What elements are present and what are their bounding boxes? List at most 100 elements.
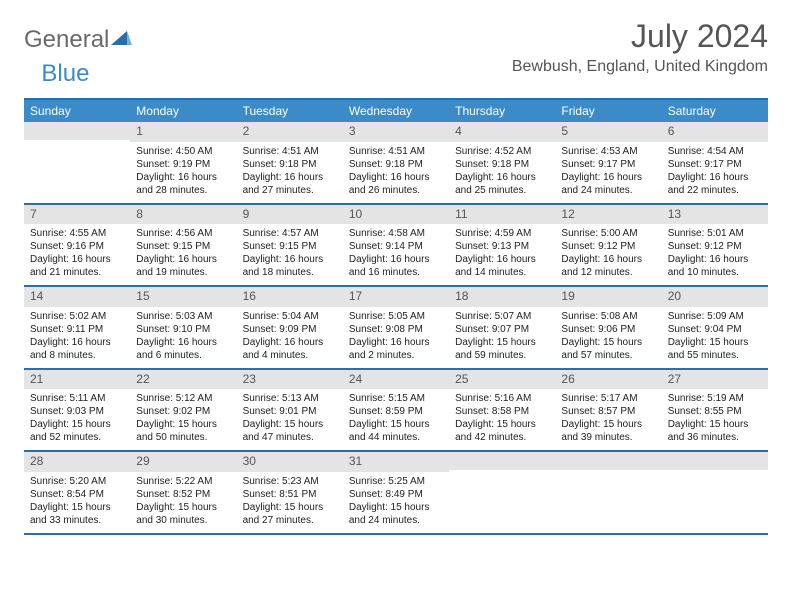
day-cell: 18Sunrise: 5:07 AMSunset: 9:07 PMDayligh… xyxy=(449,287,555,368)
sunset-text: Sunset: 8:58 PM xyxy=(455,405,549,418)
location: Bewbush, England, United Kingdom xyxy=(512,58,768,76)
sunset-text: Sunset: 8:59 PM xyxy=(349,405,443,418)
day-content: Sunrise: 5:19 AMSunset: 8:55 PMDaylight:… xyxy=(662,389,768,450)
sunset-text: Sunset: 8:57 PM xyxy=(561,405,655,418)
daylight-text: Daylight: 15 hours and 55 minutes. xyxy=(668,336,762,362)
week-row: 14Sunrise: 5:02 AMSunset: 9:11 PMDayligh… xyxy=(24,287,768,370)
day-content: Sunrise: 5:17 AMSunset: 8:57 PMDaylight:… xyxy=(555,389,661,450)
daylight-text: Daylight: 15 hours and 47 minutes. xyxy=(243,418,337,444)
sunrise-text: Sunrise: 5:07 AM xyxy=(455,310,549,323)
daylight-text: Daylight: 16 hours and 22 minutes. xyxy=(668,171,762,197)
sunset-text: Sunset: 9:17 PM xyxy=(668,158,762,171)
sunset-text: Sunset: 9:06 PM xyxy=(561,323,655,336)
daylight-text: Daylight: 15 hours and 59 minutes. xyxy=(455,336,549,362)
daylight-text: Daylight: 16 hours and 2 minutes. xyxy=(349,336,443,362)
sunrise-text: Sunrise: 5:20 AM xyxy=(30,475,124,488)
day-content: Sunrise: 5:08 AMSunset: 9:06 PMDaylight:… xyxy=(555,307,661,368)
day-content: Sunrise: 4:55 AMSunset: 9:16 PMDaylight:… xyxy=(24,224,130,285)
sunset-text: Sunset: 9:18 PM xyxy=(455,158,549,171)
sunset-text: Sunset: 9:02 PM xyxy=(136,405,230,418)
day-number: 24 xyxy=(343,370,449,390)
logo-triangle-icon xyxy=(111,26,133,54)
day-cell: 1Sunrise: 4:50 AMSunset: 9:19 PMDaylight… xyxy=(130,122,236,203)
day-content: Sunrise: 5:09 AMSunset: 9:04 PMDaylight:… xyxy=(662,307,768,368)
sunrise-text: Sunrise: 4:56 AM xyxy=(136,227,230,240)
day-cell: 20Sunrise: 5:09 AMSunset: 9:04 PMDayligh… xyxy=(662,287,768,368)
day-cell: 25Sunrise: 5:16 AMSunset: 8:58 PMDayligh… xyxy=(449,370,555,451)
daylight-text: Daylight: 15 hours and 44 minutes. xyxy=(349,418,443,444)
sunset-text: Sunset: 9:13 PM xyxy=(455,240,549,253)
sunrise-text: Sunrise: 5:22 AM xyxy=(136,475,230,488)
day-content: Sunrise: 4:53 AMSunset: 9:17 PMDaylight:… xyxy=(555,142,661,203)
day-number: 26 xyxy=(555,370,661,390)
sunset-text: Sunset: 9:14 PM xyxy=(349,240,443,253)
sunrise-text: Sunrise: 5:19 AM xyxy=(668,392,762,405)
day-cell: 12Sunrise: 5:00 AMSunset: 9:12 PMDayligh… xyxy=(555,205,661,286)
sunrise-text: Sunrise: 4:50 AM xyxy=(136,145,230,158)
sunset-text: Sunset: 8:52 PM xyxy=(136,488,230,501)
sunset-text: Sunset: 9:19 PM xyxy=(136,158,230,171)
day-number xyxy=(449,452,555,470)
daylight-text: Daylight: 15 hours and 50 minutes. xyxy=(136,418,230,444)
day-content: Sunrise: 5:04 AMSunset: 9:09 PMDaylight:… xyxy=(237,307,343,368)
sunset-text: Sunset: 9:15 PM xyxy=(136,240,230,253)
daylight-text: Daylight: 15 hours and 27 minutes. xyxy=(243,501,337,527)
daylight-text: Daylight: 16 hours and 21 minutes. xyxy=(30,253,124,279)
day-number: 30 xyxy=(237,452,343,472)
sunset-text: Sunset: 9:10 PM xyxy=(136,323,230,336)
daylight-text: Daylight: 15 hours and 33 minutes. xyxy=(30,501,124,527)
day-number: 22 xyxy=(130,370,236,390)
sunrise-text: Sunrise: 5:13 AM xyxy=(243,392,337,405)
day-number: 28 xyxy=(24,452,130,472)
day-content: Sunrise: 5:05 AMSunset: 9:08 PMDaylight:… xyxy=(343,307,449,368)
sunrise-text: Sunrise: 4:59 AM xyxy=(455,227,549,240)
sunset-text: Sunset: 9:16 PM xyxy=(30,240,124,253)
week-row: 28Sunrise: 5:20 AMSunset: 8:54 PMDayligh… xyxy=(24,452,768,535)
sunset-text: Sunset: 9:09 PM xyxy=(243,323,337,336)
week-row: 21Sunrise: 5:11 AMSunset: 9:03 PMDayligh… xyxy=(24,370,768,453)
sunrise-text: Sunrise: 5:15 AM xyxy=(349,392,443,405)
sunrise-text: Sunrise: 5:00 AM xyxy=(561,227,655,240)
sunset-text: Sunset: 9:08 PM xyxy=(349,323,443,336)
day-header-row: Sunday Monday Tuesday Wednesday Thursday… xyxy=(24,100,768,122)
sunset-text: Sunset: 8:49 PM xyxy=(349,488,443,501)
sunset-text: Sunset: 9:12 PM xyxy=(668,240,762,253)
day-number: 29 xyxy=(130,452,236,472)
day-content: Sunrise: 4:59 AMSunset: 9:13 PMDaylight:… xyxy=(449,224,555,285)
daylight-text: Daylight: 16 hours and 4 minutes. xyxy=(243,336,337,362)
sunrise-text: Sunrise: 4:51 AM xyxy=(349,145,443,158)
day-content: Sunrise: 5:15 AMSunset: 8:59 PMDaylight:… xyxy=(343,389,449,450)
day-number: 6 xyxy=(662,122,768,142)
daylight-text: Daylight: 16 hours and 27 minutes. xyxy=(243,171,337,197)
day-number: 7 xyxy=(24,205,130,225)
day-cell: 5Sunrise: 4:53 AMSunset: 9:17 PMDaylight… xyxy=(555,122,661,203)
daylight-text: Daylight: 16 hours and 18 minutes. xyxy=(243,253,337,279)
day-cell: 17Sunrise: 5:05 AMSunset: 9:08 PMDayligh… xyxy=(343,287,449,368)
day-number: 4 xyxy=(449,122,555,142)
sunrise-text: Sunrise: 5:16 AM xyxy=(455,392,549,405)
day-cell: 3Sunrise: 4:51 AMSunset: 9:18 PMDaylight… xyxy=(343,122,449,203)
sunrise-text: Sunrise: 5:12 AM xyxy=(136,392,230,405)
day-number: 5 xyxy=(555,122,661,142)
daylight-text: Daylight: 16 hours and 25 minutes. xyxy=(455,171,549,197)
sunset-text: Sunset: 9:01 PM xyxy=(243,405,337,418)
sunrise-text: Sunrise: 5:17 AM xyxy=(561,392,655,405)
sunrise-text: Sunrise: 5:09 AM xyxy=(668,310,762,323)
daylight-text: Daylight: 16 hours and 10 minutes. xyxy=(668,253,762,279)
sunrise-text: Sunrise: 5:03 AM xyxy=(136,310,230,323)
day-cell: 15Sunrise: 5:03 AMSunset: 9:10 PMDayligh… xyxy=(130,287,236,368)
day-content: Sunrise: 4:54 AMSunset: 9:17 PMDaylight:… xyxy=(662,142,768,203)
sunrise-text: Sunrise: 4:57 AM xyxy=(243,227,337,240)
daylight-text: Daylight: 16 hours and 19 minutes. xyxy=(136,253,230,279)
sunset-text: Sunset: 9:12 PM xyxy=(561,240,655,253)
day-cell: 10Sunrise: 4:58 AMSunset: 9:14 PMDayligh… xyxy=(343,205,449,286)
day-cell: 28Sunrise: 5:20 AMSunset: 8:54 PMDayligh… xyxy=(24,452,130,533)
sunrise-text: Sunrise: 4:51 AM xyxy=(243,145,337,158)
day-cell xyxy=(449,452,555,533)
calendar-page: General July 2024 Bewbush, England, Unit… xyxy=(0,0,792,553)
sunrise-text: Sunrise: 4:55 AM xyxy=(30,227,124,240)
day-number: 8 xyxy=(130,205,236,225)
day-cell: 14Sunrise: 5:02 AMSunset: 9:11 PMDayligh… xyxy=(24,287,130,368)
day-content: Sunrise: 4:51 AMSunset: 9:18 PMDaylight:… xyxy=(237,142,343,203)
day-number: 23 xyxy=(237,370,343,390)
